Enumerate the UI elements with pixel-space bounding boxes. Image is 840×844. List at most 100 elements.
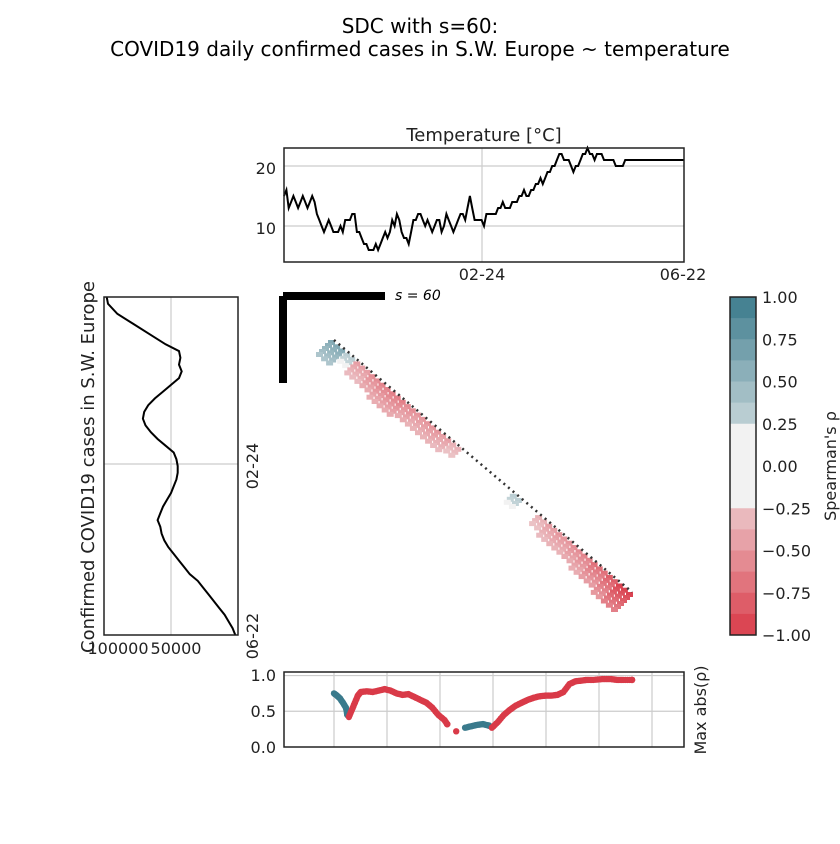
heatmap-cell	[430, 443, 438, 448]
heatmap-cell	[549, 538, 557, 544]
heatmap-cell	[579, 563, 587, 569]
heatmap-cell	[611, 596, 619, 602]
colorbar-tick-label: 0.00	[762, 457, 798, 476]
heatmap-cell	[368, 374, 376, 380]
heatmap-cell	[435, 447, 443, 453]
colorbar-swatch	[730, 592, 756, 615]
heatmap-cell	[508, 504, 516, 509]
heatmap-cell	[581, 571, 589, 577]
heatmap-cell	[555, 532, 563, 538]
heatmap-cell	[384, 404, 392, 410]
heatmap-cell	[614, 593, 622, 599]
heatmap-cell	[506, 496, 514, 502]
heatmap-cell	[573, 569, 581, 575]
figure-title-line2: COVID19 daily confirmed cases in S.W. Eu…	[110, 37, 730, 61]
heatmap-cell	[540, 519, 548, 525]
heatmap-cell	[337, 358, 345, 364]
heatmap-cell	[324, 353, 332, 359]
heatmap-cell	[547, 530, 555, 536]
heatmap-cell	[413, 412, 421, 418]
heatmap-cell	[420, 434, 427, 440]
heatmap-cell	[319, 349, 326, 354]
colorbar-swatch	[730, 529, 756, 552]
temperature-title: Temperature [°C]	[405, 125, 561, 146]
heatmap-cell	[412, 422, 420, 428]
maxabs-axes-frame	[283, 671, 685, 748]
heatmap-cell	[594, 576, 602, 582]
heatmap-cell	[355, 368, 363, 374]
colorbar-swatch	[730, 297, 756, 319]
heatmap-cell	[537, 522, 545, 528]
heatmap-cell	[443, 448, 451, 454]
heatmap-cell	[576, 566, 584, 572]
heatmap-cell	[620, 598, 627, 603]
heatmap-cell	[379, 400, 387, 406]
heatmap-cell	[591, 579, 599, 585]
heatmap-cell	[596, 583, 604, 589]
cases-series-line	[105, 296, 237, 636]
heatmap-cell	[571, 562, 579, 568]
colorbar-swatch	[730, 423, 756, 446]
maxabs-ytick-1: 1.0	[251, 666, 276, 685]
heatmap-cell	[436, 437, 444, 442]
heatmap-cell	[418, 416, 426, 422]
colorbar-swatch	[730, 318, 756, 340]
maxabs-point	[444, 720, 451, 728]
heatmap-cell	[369, 391, 377, 397]
heatmap-cell	[569, 555, 577, 561]
heatmap-cell	[389, 408, 397, 414]
heatmap-cell	[600, 598, 608, 604]
cases-ylabel: Confirmed COVID19 cases in S.W. Europe	[78, 281, 99, 653]
heatmap-cell	[599, 580, 607, 586]
heatmap-cell	[372, 388, 380, 394]
heatmap-cell	[585, 557, 593, 563]
heatmap-cell	[438, 444, 446, 450]
heatmap-cell	[428, 435, 436, 441]
heatmap-cell	[433, 440, 441, 445]
cases-axes-frame	[103, 296, 239, 636]
heatmap-cell	[423, 431, 430, 437]
heatmap-cell	[327, 350, 335, 356]
colorbar-tick-label: 0.50	[762, 373, 798, 392]
heatmap-cell	[429, 425, 436, 431]
heatmap-cell	[357, 375, 365, 381]
heatmap-cell	[316, 352, 323, 357]
heatmap-cell	[431, 432, 439, 438]
heatmap-cell	[444, 438, 452, 444]
heatmap-cell	[360, 372, 368, 378]
heatmap-cell	[376, 403, 384, 409]
heatmap-cell	[363, 369, 371, 375]
heatmap-cell	[610, 579, 618, 585]
heatmap-cell	[377, 393, 385, 398]
heatmap-cell	[602, 577, 610, 583]
heatmap-cell	[551, 545, 559, 551]
heatmap-cell	[577, 556, 585, 562]
heatmap-cell	[568, 565, 576, 571]
heatmap-cell	[404, 421, 412, 427]
heatmap-cell	[566, 558, 574, 564]
heatmap-cell	[418, 427, 425, 433]
temperature-xtick-06-22: 06-22	[660, 265, 707, 284]
heatmap-cell	[378, 382, 386, 388]
heatmap-cell	[353, 361, 361, 367]
cases-xtick-50000: 50000	[151, 639, 202, 658]
heatmap-cell	[503, 499, 511, 505]
heatmap-cell	[367, 384, 375, 390]
temperature-panel: Temperature [°C] 20 10 02-24 06-22	[256, 125, 707, 284]
heatmap-cell	[567, 548, 575, 553]
heatmap-cell	[392, 405, 400, 411]
colorbar-swatch	[730, 550, 756, 573]
temperature-xtick-02-24: 02-24	[459, 265, 506, 284]
heatmap-cell	[362, 380, 370, 386]
heatmap-cell	[617, 590, 625, 596]
heatmap-cell	[626, 592, 633, 597]
heatmap-cell	[405, 411, 413, 417]
heatmap-cell	[605, 602, 613, 608]
heatmap-cell	[554, 542, 562, 548]
heatmap-cell	[590, 562, 598, 568]
heatmap-cell	[572, 552, 580, 558]
colorbar-swatch	[730, 381, 756, 404]
heatmap-cell	[328, 340, 335, 345]
heatmap-cell	[545, 523, 553, 529]
